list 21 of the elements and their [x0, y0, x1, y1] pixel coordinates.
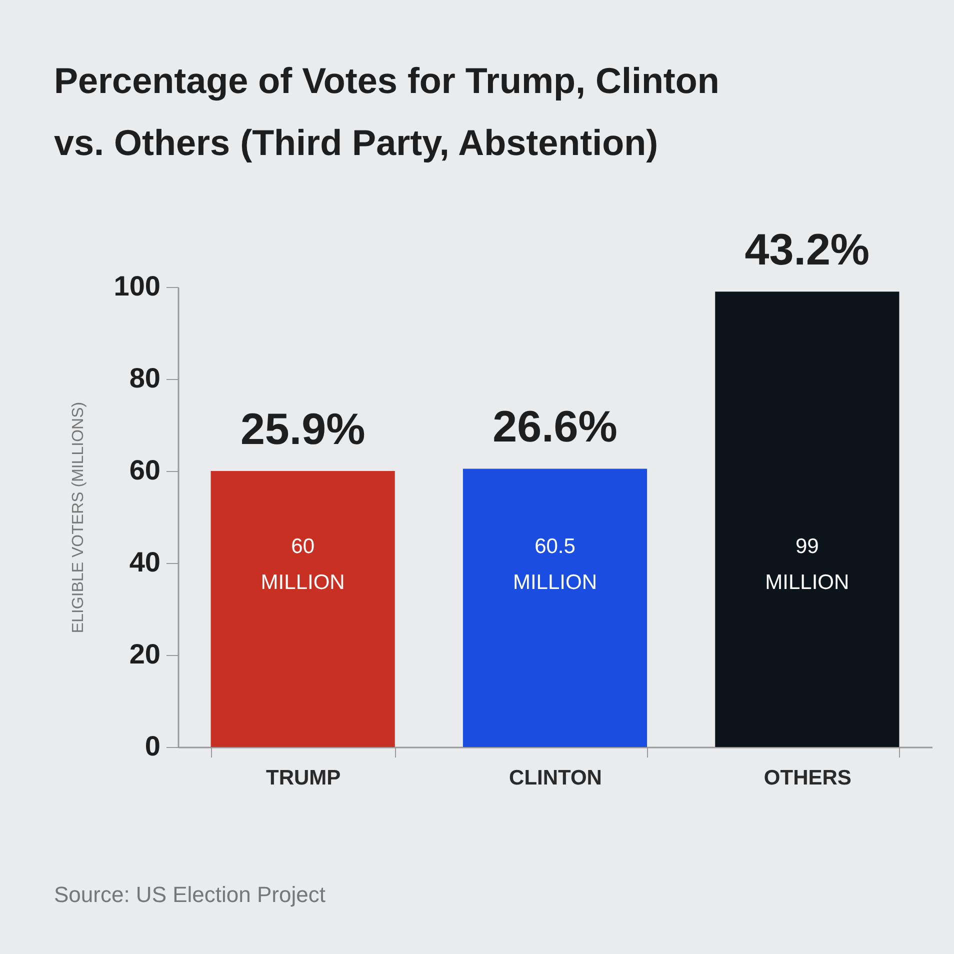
bar	[210, 471, 395, 747]
y-tick-label: 0	[144, 730, 160, 762]
y-tick-label: 80	[129, 362, 160, 394]
source-note: Source: US Election Project	[54, 882, 326, 907]
x-tick-label: TRUMP	[266, 766, 341, 790]
y-tick-label: 20	[129, 638, 160, 670]
y-axis-title: ELIGIBLE VOTERS (MILLIONS)	[70, 402, 87, 634]
annotation: 25.9%	[240, 405, 366, 454]
annotation: 43.2%	[744, 226, 870, 275]
bar	[462, 468, 648, 747]
chart-title: Percentage of Votes for Trump, Clinton vs. Others (Third Party, Abstention)	[54, 60, 720, 163]
x-tick-label: CLINTON	[509, 766, 602, 790]
data-label: 99 MILLION	[765, 535, 850, 594]
annotation: 26.6%	[492, 402, 618, 452]
bar	[715, 292, 900, 747]
y-tick-label: 40	[129, 546, 160, 578]
data-label: 60.5 MILLION	[512, 535, 598, 594]
x-tick-label: OTHERS	[764, 766, 852, 790]
data-label: 60 MILLION	[260, 535, 345, 594]
y-tick-label: 100	[114, 270, 160, 302]
y-tick-label: 60	[129, 454, 160, 486]
